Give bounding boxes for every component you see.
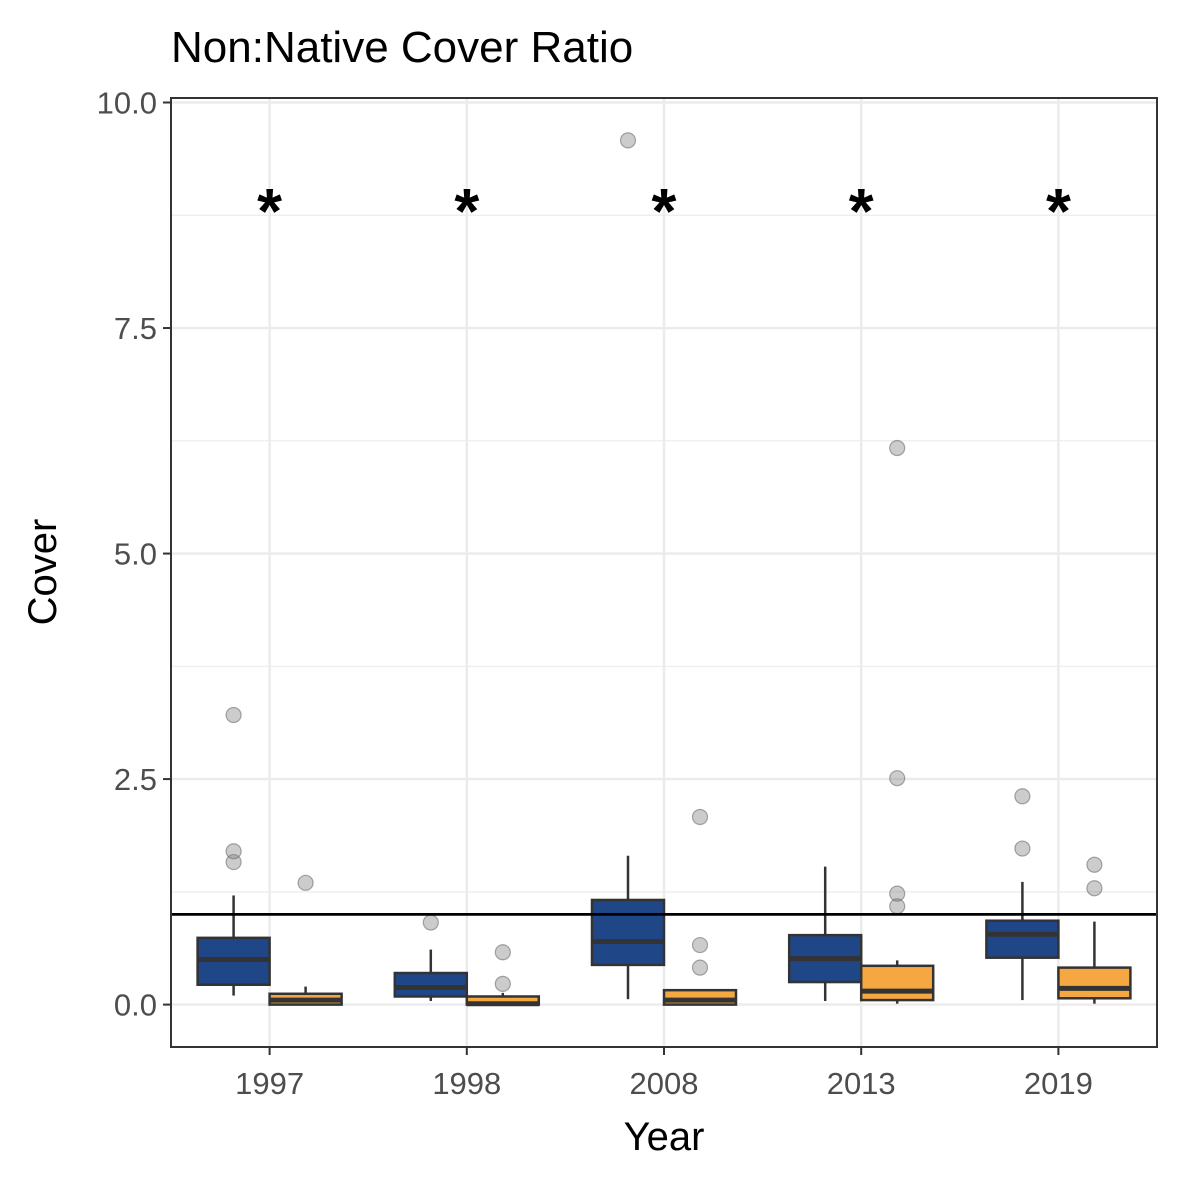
x-tick-label: 2008: [630, 1066, 699, 1101]
box-1997-b: [268, 874, 343, 1006]
outlier-point: [297, 874, 314, 891]
x-tick-label: 2013: [827, 1066, 896, 1101]
outlier-point: [889, 885, 906, 902]
y-tick-label: 2.5: [114, 762, 157, 797]
box-body: [985, 919, 1060, 959]
outlier-point: [889, 439, 906, 457]
outlier-point: [691, 936, 709, 954]
box-1997-a: [196, 706, 271, 996]
x-axis-title: Year: [624, 1115, 705, 1159]
box-2013-a: [787, 866, 863, 1001]
significance-label: *: [257, 175, 282, 247]
chart-title: Non:Native Cover Ratio: [171, 23, 633, 72]
outlier-point: [422, 914, 439, 931]
x-tick-label: 2019: [1024, 1066, 1093, 1101]
y-axis-title: Cover: [21, 519, 65, 626]
outlier-point: [1086, 880, 1103, 897]
y-tick-label: 7.5: [114, 311, 157, 346]
outlier-point: [494, 944, 511, 961]
outlier-point: [889, 770, 906, 787]
box-1998-b: [465, 944, 541, 1007]
boxplots: [196, 132, 1132, 1007]
y-tick-label: 10.0: [97, 86, 157, 121]
outlier-point: [494, 975, 511, 992]
significance-label: *: [849, 175, 874, 247]
axes: 0.0 2.5 5.0 7.5 10.0 1997 1998 2008 2013 2019: [97, 86, 1093, 1101]
outlier-point: [619, 132, 637, 149]
y-tick-label: 0.0: [114, 988, 157, 1023]
box-body: [590, 898, 666, 967]
box-body: [1057, 966, 1132, 1000]
box-2019-a: [985, 788, 1060, 1001]
box-body: [859, 964, 935, 1002]
significance-labels: * * * * *: [257, 175, 1071, 247]
outlier-point: [1086, 856, 1103, 873]
outlier-point: [1014, 788, 1031, 805]
box-2008-b: [662, 808, 738, 1006]
box-2008-a: [590, 132, 666, 1000]
significance-label: *: [652, 175, 677, 247]
x-tick-label: 1997: [235, 1066, 304, 1101]
x-tick-label: 1998: [432, 1066, 501, 1101]
box-2013-b: [859, 439, 935, 1004]
significance-label: *: [1046, 175, 1071, 247]
outlier-point: [225, 706, 242, 724]
outlier-point: [1014, 840, 1031, 857]
box-1998-a: [393, 914, 469, 1001]
box-2019-b: [1057, 856, 1132, 1004]
significance-label: *: [454, 175, 479, 247]
outlier-point: [691, 808, 709, 826]
y-tick-label: 5.0: [114, 537, 157, 572]
outlier-point: [691, 959, 709, 976]
outlier-point: [225, 843, 242, 860]
box-body: [393, 971, 469, 998]
